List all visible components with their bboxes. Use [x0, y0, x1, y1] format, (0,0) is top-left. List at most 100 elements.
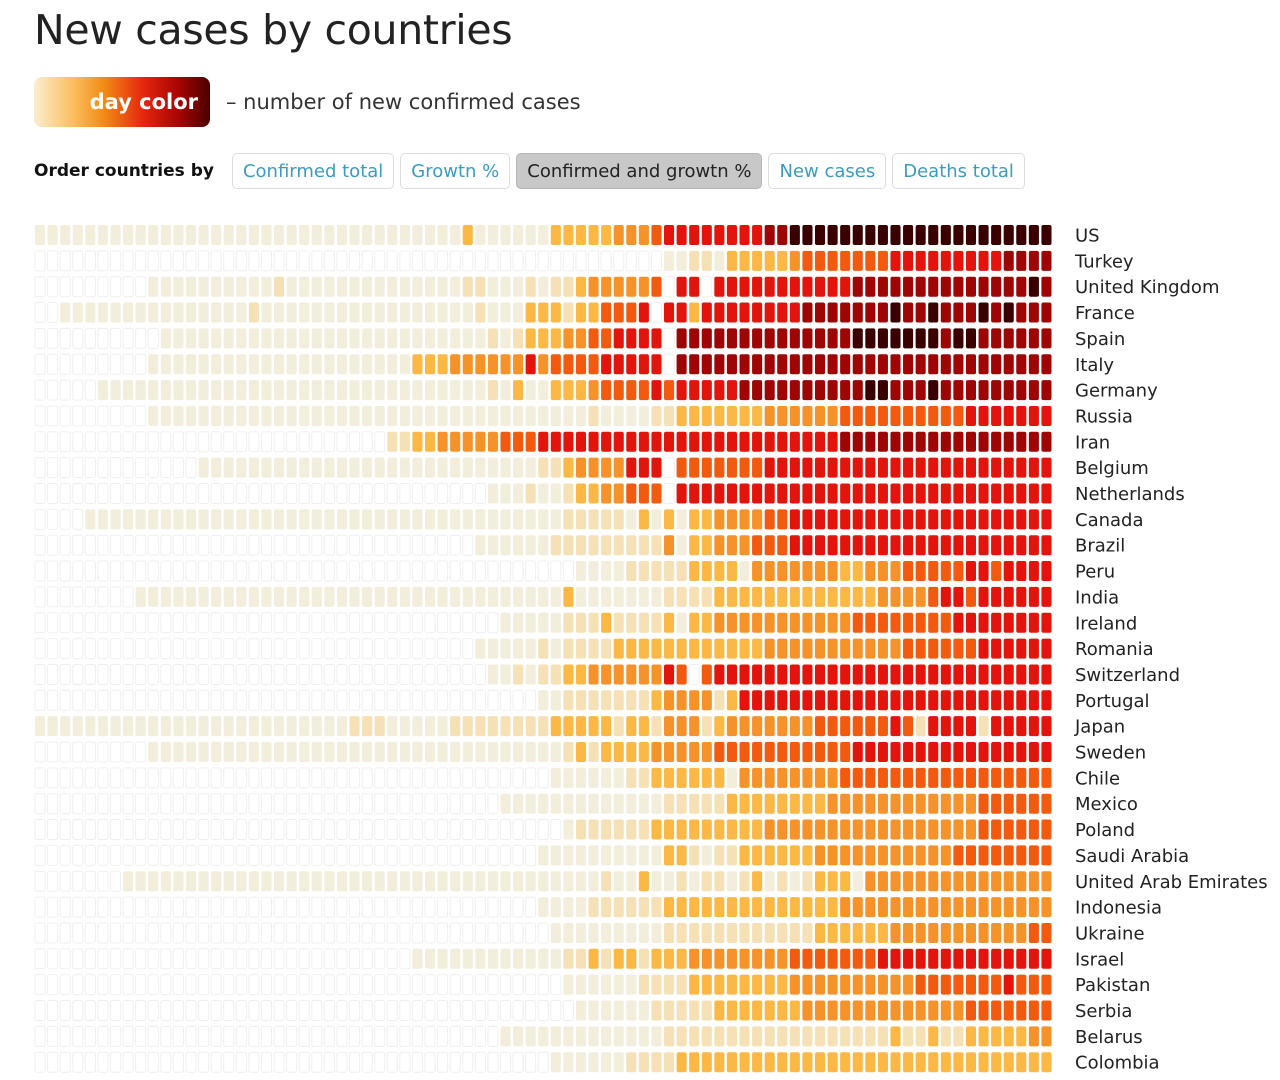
heatmap-cell: [814, 431, 826, 452]
heatmap-cell: [877, 742, 888, 762]
heatmap-cell: [487, 509, 498, 530]
heatmap-cell: [802, 225, 813, 245]
heatmap-cell: [173, 276, 184, 297]
heatmap-cell: [122, 1025, 134, 1047]
heatmap-cell: [890, 431, 901, 452]
heatmap-cell: [298, 612, 310, 634]
heatmap-cell: [890, 664, 901, 685]
heatmap-cell: [978, 690, 989, 711]
heatmap-cell: [336, 225, 348, 245]
heatmap-cell: [374, 663, 386, 685]
heatmap-cell: [777, 742, 788, 762]
heatmap-cell: [336, 1025, 348, 1047]
heatmap-cell: [437, 483, 449, 504]
heatmap-cell: [575, 742, 587, 762]
heatmap-cell: [223, 276, 234, 297]
order-confirmed-total-button[interactable]: Confirmed total: [231, 153, 395, 189]
heatmap-cell: [802, 897, 813, 918]
heatmap-cell: [361, 1000, 373, 1021]
heatmap-cell: [84, 922, 96, 944]
heatmap-cell: [462, 1025, 474, 1047]
heatmap-cell: [84, 689, 96, 711]
heatmap-cell: [437, 1051, 449, 1073]
heatmap-cell: [563, 405, 574, 426]
heatmap-cell: [1016, 638, 1027, 659]
heatmap-cell: [538, 664, 549, 685]
heatmap-cell: [764, 354, 775, 375]
heatmap-cell: [135, 974, 147, 996]
heatmap-cell: [802, 871, 813, 892]
heatmap-cell: [462, 638, 474, 660]
order-growth-button[interactable]: Growtn %: [400, 153, 511, 189]
heatmap-cell: [512, 974, 524, 996]
heatmap-cell: [852, 483, 863, 504]
heatmap-cell: [323, 1025, 335, 1047]
heatmap-cell: [487, 354, 498, 375]
heatmap-cell: [563, 845, 574, 866]
heatmap-cell: [525, 767, 537, 789]
heatmap-cell: [701, 897, 712, 918]
heatmap-cell: [575, 948, 587, 969]
heatmap-cell: [223, 380, 234, 401]
heatmap-cell: [361, 793, 373, 815]
heatmap-cell: [537, 819, 549, 841]
heatmap-cell: [739, 250, 750, 271]
heatmap-cell: [513, 664, 524, 685]
heatmap-cell: [286, 1051, 298, 1073]
heatmap-cell: [274, 509, 285, 530]
heatmap-cell: [147, 767, 159, 789]
heatmap-cell: [903, 612, 914, 633]
heatmap-cell: [575, 535, 587, 556]
heatmap-cell: [160, 560, 172, 582]
heatmap-cell: [626, 535, 637, 556]
country-label: Belarus: [1075, 1027, 1143, 1048]
heatmap-cell: [84, 1000, 96, 1021]
heatmap-cell: [462, 1051, 474, 1073]
heatmap-cell: [651, 638, 662, 659]
heatmap-cell: [499, 844, 512, 866]
heatmap-cell: [122, 560, 134, 582]
order-new-cases-button[interactable]: New cases: [768, 153, 887, 189]
order-confirmed-and-growth-button[interactable]: Confirmed and growtn %: [516, 153, 763, 189]
heatmap-cell: [59, 327, 71, 349]
heatmap-cell: [135, 819, 147, 841]
heatmap-cell: [236, 354, 247, 375]
heatmap-cell: [562, 250, 574, 272]
heatmap-cell: [840, 380, 851, 401]
heatmap-row: Turkey: [34, 250, 1134, 272]
order-deaths-total-button[interactable]: Deaths total: [892, 153, 1025, 189]
heatmap-cell: [739, 664, 750, 685]
heatmap-row: India: [34, 586, 1119, 608]
heatmap-cell: [638, 561, 649, 582]
heatmap-cell: [613, 380, 624, 401]
heatmap-cell: [676, 690, 687, 711]
heatmap-cell: [109, 250, 122, 272]
heatmap-cell: [676, 354, 687, 375]
heatmap-cell: [538, 690, 549, 711]
heatmap-cell: [374, 1051, 386, 1073]
heatmap-cell: [978, 276, 989, 297]
heatmap-cell: [211, 509, 222, 530]
heatmap-cell: [374, 896, 386, 918]
heatmap-cell: [940, 405, 951, 426]
heatmap-cell: [525, 586, 536, 607]
heatmap-row: US: [35, 225, 1100, 247]
heatmap-cell: [664, 948, 675, 969]
heatmap-cell: [387, 354, 398, 375]
heatmap-cell: [638, 225, 649, 245]
heatmap-cell: [890, 1026, 901, 1047]
heatmap-cell: [34, 974, 46, 996]
heatmap-cell: [1041, 328, 1052, 349]
heatmap-cell: [890, 509, 901, 530]
heatmap-cell: [236, 405, 247, 426]
heatmap-cell: [802, 638, 813, 659]
heatmap-cell: [323, 534, 335, 556]
heatmap-cell: [537, 767, 549, 789]
heatmap-cell: [903, 897, 914, 918]
heatmap-cell: [261, 302, 272, 323]
heatmap-cell: [135, 948, 147, 970]
heatmap-cell: [47, 586, 59, 608]
heatmap-cell: [978, 664, 989, 685]
heatmap-cell: [991, 819, 1002, 840]
heatmap-cell: [965, 974, 977, 995]
